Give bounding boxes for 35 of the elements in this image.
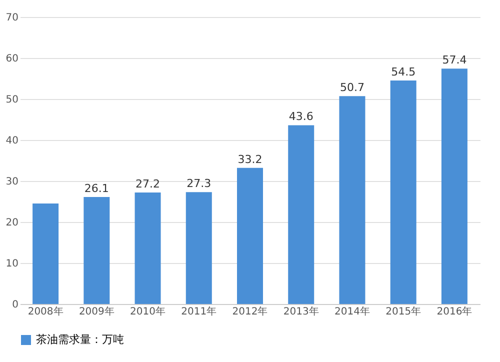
x-tick-label: 2015年 — [386, 306, 422, 318]
y-tick-label: 60 — [6, 54, 18, 64]
x-tick-label: 2011年 — [181, 306, 217, 318]
y-tick-label: 10 — [6, 258, 18, 270]
x-tick-label: 2008年 — [28, 306, 64, 318]
bar — [288, 125, 314, 304]
data-label: 54.5 — [391, 66, 416, 79]
bar — [186, 192, 212, 304]
x-tick-label: 2010年 — [130, 306, 166, 318]
y-tick-label: 70 — [6, 12, 18, 24]
bar — [237, 168, 263, 304]
legend-label: 茶油需求量：万吨 — [36, 333, 124, 346]
y-tick-label: 50 — [6, 94, 18, 106]
data-label: 33.2 — [238, 152, 262, 166]
y-tick-label: 20 — [6, 218, 18, 228]
x-tick-label: 2013年 — [283, 306, 319, 318]
x-tick-label: 2012年 — [232, 306, 268, 318]
x-tick-label: 2009年 — [78, 306, 114, 318]
data-label: 26.1 — [84, 182, 109, 195]
bar — [84, 196, 110, 304]
y-tick-label: 0 — [12, 300, 18, 310]
bar — [134, 192, 161, 304]
data-label: 57.4 — [442, 54, 467, 67]
bar — [339, 96, 366, 304]
y-tick-label: 30 — [6, 176, 18, 188]
data-label: 27.2 — [136, 177, 160, 190]
x-tick-label: 2014年 — [334, 306, 370, 318]
data-label: 27.3 — [186, 177, 212, 190]
x-tick-label: 2016年 — [436, 306, 472, 318]
data-label: 43.6 — [288, 110, 314, 124]
y-tick-label: 40 — [6, 136, 18, 146]
bar — [390, 80, 416, 304]
bar — [441, 68, 468, 304]
bar — [32, 204, 59, 304]
data-label: 50.7 — [340, 81, 364, 94]
